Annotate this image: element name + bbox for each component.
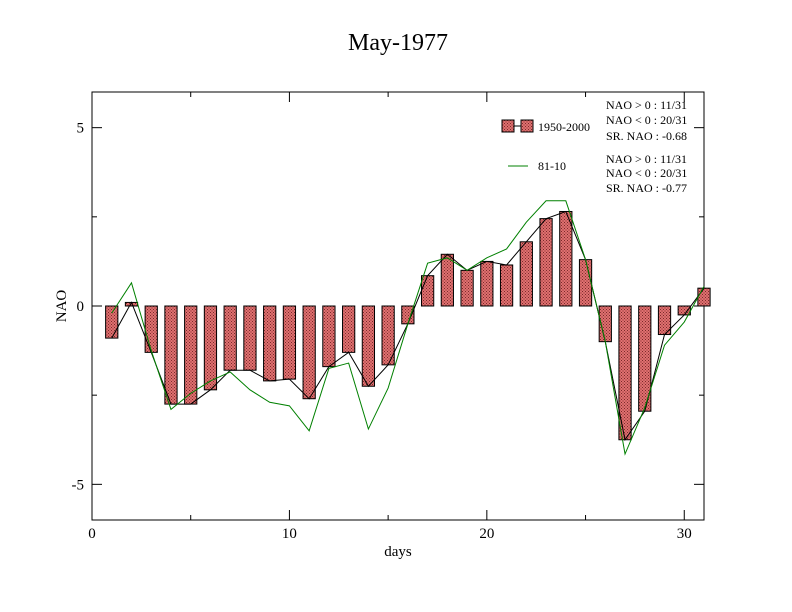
bar-day-5 xyxy=(184,305,198,405)
bar-day-22 xyxy=(519,241,533,307)
bar-day-8 xyxy=(243,305,257,371)
legend-label-81-10: 81-10 xyxy=(538,159,566,173)
bar-day-31 xyxy=(697,287,711,307)
stats-2-sr: SR. NAO : -0.77 xyxy=(606,181,687,195)
bar-day-20 xyxy=(480,260,494,307)
x-tick-label-20: 20 xyxy=(479,526,494,542)
line-series-81-10 xyxy=(111,200,705,456)
y-tick-label-0: 0 xyxy=(77,299,85,315)
bar-day-14 xyxy=(361,305,376,387)
bar-day-3 xyxy=(144,305,158,353)
bar-day-10 xyxy=(282,305,297,380)
bar-day-6 xyxy=(203,305,218,391)
bar-day-25 xyxy=(578,259,593,307)
x-tick-label-30: 30 xyxy=(677,526,692,542)
bar-day-18 xyxy=(440,253,454,307)
bar-day-16 xyxy=(401,305,415,325)
legend-swatch-right xyxy=(520,119,534,133)
bar-day-13 xyxy=(342,305,356,353)
axes-layer: 0 10 20 30 -5 0 5 xyxy=(72,92,704,542)
bar-day-12 xyxy=(322,305,336,368)
legend-label-1950-2000: 1950-2000 xyxy=(538,120,590,134)
line-series-1950-2000 xyxy=(111,210,705,442)
y-axis-label: NAO xyxy=(54,290,70,323)
y-tick-label--5: -5 xyxy=(72,477,85,493)
bar-day-17 xyxy=(420,275,435,307)
x-tick-label-0: 0 xyxy=(88,526,96,542)
stats-1-neg: NAO < 0 : 20/31 xyxy=(606,113,687,127)
stats-2-neg: NAO < 0 : 20/31 xyxy=(606,166,687,180)
bar-day-19 xyxy=(460,269,474,307)
bars-layer xyxy=(105,210,711,441)
y-tick-label-5: 5 xyxy=(77,121,85,137)
bar-day-4 xyxy=(164,305,178,405)
chart-title: May-1977 xyxy=(348,30,448,56)
bar-day-24 xyxy=(559,210,573,307)
legend-swatch-left xyxy=(501,119,515,133)
legend: 1950-2000 81-10 NAO > 0 : 11/31 NAO < 0 … xyxy=(501,98,687,195)
x-tick-label-10: 10 xyxy=(282,526,297,542)
bar-day-11 xyxy=(302,305,316,400)
bar-day-21 xyxy=(499,264,514,307)
stats-1-pos: NAO > 0 : 11/31 xyxy=(606,98,687,112)
lines-layer xyxy=(111,200,705,456)
bar-day-1 xyxy=(105,305,119,339)
x-axis-label: days xyxy=(384,544,412,560)
stats-2-pos: NAO > 0 : 11/31 xyxy=(606,152,687,166)
bar-day-9 xyxy=(263,305,277,382)
bar-day-7 xyxy=(223,305,237,371)
stats-1-sr: SR. NAO : -0.68 xyxy=(606,129,687,143)
bar-day-23 xyxy=(539,218,553,307)
